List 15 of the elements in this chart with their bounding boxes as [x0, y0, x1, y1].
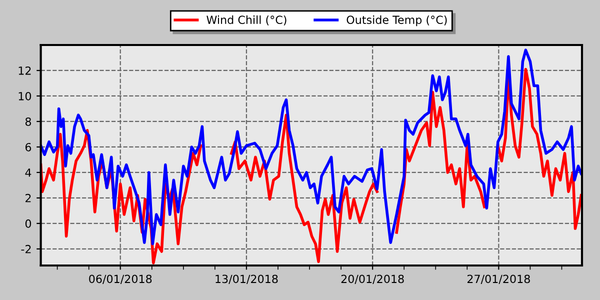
- y-tick-label: 8: [25, 117, 32, 126]
- y-tick-label: -2: [21, 244, 31, 254]
- legend-label: Outside Temp (°C): [346, 15, 447, 26]
- y-tick-label: 12: [18, 66, 31, 75]
- y-tick-label: 6: [25, 142, 32, 152]
- x-tick-label: 27/01/2018: [467, 274, 530, 284]
- y-tick-label: 4: [25, 168, 32, 177]
- y-tick-label: 10: [18, 92, 32, 100]
- y-tick-label: 0: [25, 219, 32, 228]
- x-tick-label: 20/01/2018: [341, 274, 404, 284]
- y-tick-label: 2: [26, 194, 31, 202]
- legend-label: Wind Chill (°C): [206, 15, 286, 26]
- x-tick-label: 13/01/2018: [216, 274, 278, 284]
- x-tick-label: 06/01/2018: [89, 274, 152, 284]
- line-series: [40, 48, 582, 246]
